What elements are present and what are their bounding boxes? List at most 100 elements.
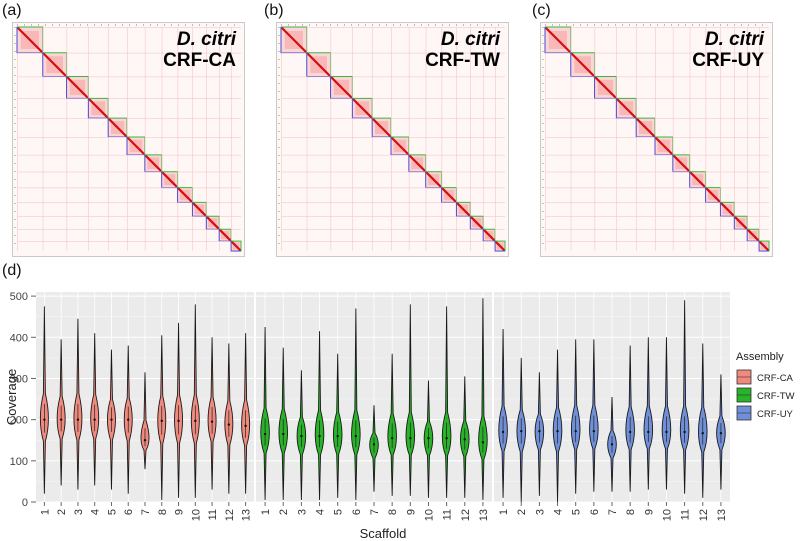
violin-median-point [372,443,376,446]
hic-col-line [747,27,748,251]
violin-crf-ca-1 [39,306,49,494]
panel-label-b: (b) [264,2,284,19]
hic-diagonal [230,240,242,252]
hic-row-line [545,216,769,217]
violin-median-point [719,432,723,435]
hic-row-line [545,76,769,78]
x-tick-label: 1 [260,509,272,515]
hic-row-line [281,202,505,204]
hic-col-line [734,27,735,251]
x-tick-label: 11 [680,509,692,520]
y-axis-label: Coverage [4,369,19,425]
x-tick-label: 8 [625,509,637,515]
hic-title-tw: D. citri CRF-TW [425,29,500,71]
hic-diagonal [351,97,373,119]
violin-median-point [143,439,147,442]
x-tick-label: 13 [478,509,490,521]
violin-crf-ca-7 [140,372,150,470]
hic-title-ca: D. citri CRF-CA [163,29,236,71]
hic-col-line [672,27,674,251]
hic-row-line [281,216,505,217]
hic-diagonal [176,186,194,204]
hic-row-line [17,118,241,119]
violin-median-point [263,432,267,436]
hic-col-line [17,27,18,251]
hic-border-green [705,187,721,203]
x-tick-label: 1 [39,509,51,515]
hic-col-line [408,27,410,251]
hic-col-line [720,27,722,251]
hic-diagonal [544,26,572,54]
hic-border-green [759,240,770,251]
x-tick-label: 3 [296,509,308,515]
x-tick-label: 6 [123,509,135,515]
violin-median-point [427,436,430,440]
x-tick-label: 2 [56,509,68,515]
violin-crf-uy-10 [661,337,672,490]
strain-name: CRF-UY [692,50,764,71]
hic-diagonal [494,240,506,252]
x-axis-label: Scaffold [360,526,407,541]
violin-median-point [177,419,180,423]
violin-median-point [318,434,321,438]
hic-diagonal [191,201,208,218]
x-tick-label: 11 [442,509,454,520]
x-tick-label: 9 [174,509,186,515]
hic-diagonal [654,136,674,156]
hic-diagonal [455,201,472,218]
violin-median-point [501,430,505,434]
x-tick-label: 12 [460,509,472,521]
violin-crf-uy-11 [679,300,690,494]
hic-diagonal [746,228,760,242]
hic-row-line [17,52,241,54]
hic-map-crf-tw: D. citri CRF-TW [276,22,509,257]
hic-col-line [161,27,163,251]
violin-median-point [463,438,466,441]
hic-col-line [281,27,282,251]
hic-border-green [545,26,572,53]
violin-crf-tw-11 [441,306,452,498]
hic-row-line [545,241,769,242]
hic-row-line [17,76,241,78]
hic-diagonal [593,75,618,100]
violin-median-point [336,434,339,438]
hic-diagonal [758,240,770,252]
hic-col-line [231,27,232,251]
x-tick-label: 7 [369,509,381,515]
x-tick-label: 7 [607,509,619,515]
hic-col-line [636,27,637,251]
x-tick-label: 9 [405,509,417,515]
legend-label-crf-tw: CRF-TW [757,391,794,402]
violin-median-point [194,419,197,423]
hic-map-crf-ca: D. citri CRF-CA [12,22,245,257]
hic-row-line [281,76,505,78]
hic-col-line [441,27,443,251]
violin-median-point [610,443,614,446]
hic-row-line [17,154,241,156]
hic-col-line [192,27,194,251]
hic-row-line [281,187,505,189]
hic-row-line [17,229,241,230]
hic-border-green [330,76,353,99]
hic-row-line [281,241,505,242]
hic-border-green [391,136,410,155]
hic-col-line [206,27,207,251]
hic-diagonal [126,136,146,156]
violin-median-point [390,436,394,440]
violin-median-point [210,420,214,423]
x-tick-label: 10 [423,509,435,521]
hic-row-line [545,202,769,204]
hic-diagonal [160,170,179,189]
hic-col-line [108,27,109,251]
hic-diagonal [424,170,443,189]
violin-crf-ca-10 [190,304,200,498]
hic-diagonal [16,26,44,54]
hic-diagonal [704,186,722,204]
hic-row-line [545,229,769,230]
hic-diagonal [688,170,707,189]
hic-diagonal [305,51,332,78]
hic-col-line [425,27,427,251]
hic-diagonal [615,97,637,119]
x-tick-label: 8 [387,509,399,515]
panel-label-d: (d) [2,262,22,279]
